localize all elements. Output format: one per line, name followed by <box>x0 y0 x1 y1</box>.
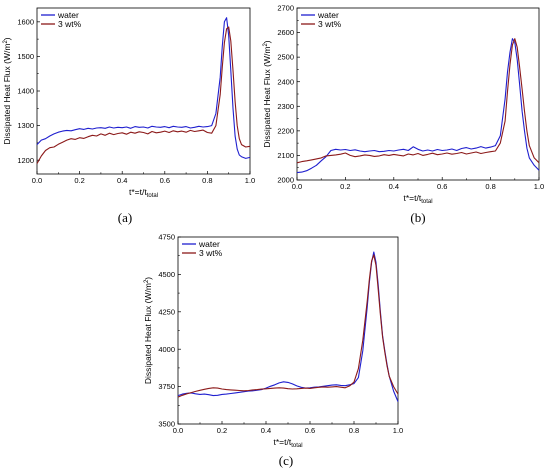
series-line-3wt <box>296 38 540 164</box>
x-tick-label: 0.4 <box>261 426 271 435</box>
legend-label: 3 wt% <box>58 19 82 29</box>
legend-label: water <box>317 10 339 20</box>
x-tick-label: 0.6 <box>305 426 315 435</box>
y-tick-label: 2000 <box>277 176 294 185</box>
panel-label: (a) <box>118 210 132 225</box>
x-tick-label: 1.0 <box>393 426 403 435</box>
panel-label: (c) <box>279 453 293 468</box>
chart-panel-c: 0.0 0.2 0.4 0.6 0.8 1.0 3500 3750 4000 4250 4500 47… <box>143 233 403 468</box>
x-tick-label: 0.8 <box>349 426 359 435</box>
x-tick-label: 0.2 <box>74 176 84 185</box>
y-tick-label: 4000 <box>158 345 175 354</box>
x-tick-label: 0.2 <box>340 182 350 191</box>
x-tick-label: 0.0 <box>32 176 42 185</box>
legend-label: water <box>198 239 220 249</box>
y-tick-label: 1200 <box>17 156 34 165</box>
legend-label: 3 wt% <box>318 19 342 29</box>
y-axis-label: Dissipated Heat Flux (W/m2) <box>143 277 153 384</box>
y-axis-label: Dissipated Heat Flux (W/m2) <box>262 40 272 147</box>
x-tick-label: 0.8 <box>202 176 212 185</box>
x-tick-label: 0.0 <box>173 426 183 435</box>
x-tick-label: 1.0 <box>534 182 544 191</box>
panel-label: (b) <box>410 210 425 225</box>
series-line-3wt <box>36 26 251 164</box>
y-tick-label: 4500 <box>158 270 175 279</box>
y-tick-label: 1600 <box>17 17 34 26</box>
x-axis-label: t*=t/ttotal <box>403 193 432 205</box>
y-axis-label: Dissipated Heat Flux (W/m2) <box>2 37 12 144</box>
x-axis-label: t*=t/ttotal <box>129 187 158 199</box>
series-line-water <box>177 251 399 402</box>
x-tick-label: 1.0 <box>245 176 255 185</box>
y-tick-label: 4250 <box>158 307 175 316</box>
y-tick-label: 1400 <box>17 87 34 96</box>
x-tick-label: 0.0 <box>292 182 302 191</box>
y-tick-label: 2200 <box>277 126 294 135</box>
x-tick-label: 0.6 <box>437 182 447 191</box>
x-tick-label: 0.2 <box>217 426 227 435</box>
y-tick-label: 2600 <box>277 28 294 37</box>
y-tick-label: 3750 <box>158 382 175 391</box>
y-tick-label: 2700 <box>277 4 294 13</box>
plot-frame <box>36 7 251 175</box>
series-line-water <box>296 38 540 174</box>
y-tick-label: 1500 <box>17 52 34 61</box>
x-tick-label: 0.4 <box>117 176 127 185</box>
y-tick-label: 4750 <box>158 233 175 242</box>
chart-panel-b: 0.0 0.2 0.4 0.6 0.8 1.0 2000 2100 2200 2300 2400 25… <box>262 4 544 225</box>
y-tick-label: 2300 <box>277 102 294 111</box>
y-tick-label: 1300 <box>17 121 34 130</box>
y-tick-label: 2400 <box>277 77 294 86</box>
chart-panel-a: 0.0 0.2 0.4 0.6 0.8 1.0 1200 1300 1400 1500 1600 wa… <box>2 7 255 225</box>
legend-label: water <box>57 10 79 20</box>
x-tick-label: 0.6 <box>160 176 170 185</box>
y-tick-label: 2100 <box>277 151 294 160</box>
series-line-3wt <box>177 254 399 398</box>
legend-label: 3 wt% <box>199 248 223 258</box>
series-line-water <box>36 17 251 159</box>
plot-frame <box>177 236 399 425</box>
x-tick-label: 0.4 <box>389 182 399 191</box>
x-axis-label: t*=t/ttotal <box>273 437 302 449</box>
plot-frame <box>296 7 540 181</box>
y-tick-label: 2500 <box>277 53 294 62</box>
x-tick-label: 0.8 <box>485 182 495 191</box>
y-tick-label: 3500 <box>158 420 175 429</box>
